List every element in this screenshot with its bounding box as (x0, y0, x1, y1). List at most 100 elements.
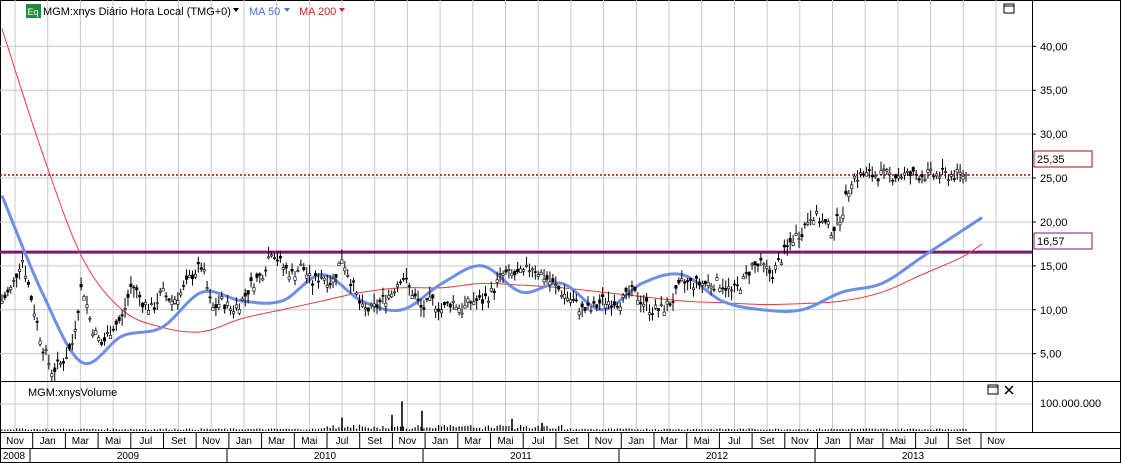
candle-body (103, 337, 107, 342)
ma50-dropdown-icon[interactable] (284, 8, 290, 12)
month-label: Set (956, 436, 971, 447)
candle-body (656, 307, 660, 312)
candle-body (692, 287, 696, 290)
maximize-icon[interactable] (1003, 3, 1015, 14)
candle-body (771, 277, 775, 279)
candle-body (929, 168, 933, 171)
candle-body (64, 357, 68, 359)
candle-body (873, 175, 877, 178)
candle-body (457, 308, 461, 313)
title-dropdown-icon[interactable] (233, 8, 239, 12)
candle-body (193, 274, 197, 278)
price-tick-label: 40,00 (1040, 41, 1068, 53)
candle-body (249, 277, 253, 282)
candle-body (129, 283, 133, 287)
candle-body (451, 301, 455, 303)
candle-body (161, 288, 165, 292)
ma50-legend[interactable]: MA 50 (249, 6, 280, 18)
candle-body (750, 263, 754, 266)
month-label: Jul (139, 436, 152, 447)
candle-body (486, 300, 490, 303)
candle-body (902, 172, 906, 176)
candle-body (829, 235, 833, 239)
ma200-dropdown-icon[interactable] (339, 8, 345, 12)
candle-body (897, 175, 901, 179)
candle-body (776, 258, 780, 260)
candle-body (703, 280, 707, 284)
month-label: Jan (432, 436, 448, 447)
candle-body (545, 275, 549, 280)
candle-body (50, 373, 54, 377)
candle-body (264, 269, 268, 272)
candle-body (132, 286, 136, 289)
candle-body (733, 283, 737, 286)
candle-body (407, 285, 411, 287)
candle-body (434, 308, 438, 313)
candle-body (378, 299, 382, 303)
candle-body (932, 175, 936, 178)
year-label: 2012 (706, 451, 729, 462)
volume-maximize-icon[interactable] (987, 384, 999, 395)
year-label: 2009 (117, 451, 140, 462)
candle-body (229, 308, 233, 311)
candle-body (648, 312, 652, 316)
candle-body (337, 262, 341, 266)
candle-body (668, 303, 672, 306)
candle-body (806, 222, 810, 225)
candle-body (958, 172, 962, 175)
candle-body (243, 292, 247, 297)
candle-body (524, 264, 528, 267)
candle-body (665, 301, 669, 305)
candle-body (589, 309, 593, 312)
candle-body (859, 172, 863, 175)
candle-body (533, 271, 537, 273)
candle-body (706, 281, 710, 286)
candle-body (196, 261, 200, 265)
candle-body (278, 255, 282, 259)
candle-body (475, 298, 479, 302)
candle-body (240, 298, 244, 301)
ma200-legend[interactable]: MA 200 (299, 6, 336, 18)
month-label: Jan (236, 436, 252, 447)
candle-body (900, 176, 904, 179)
candle-body (255, 273, 259, 278)
candle-body (604, 303, 608, 309)
month-label: Mai (105, 436, 121, 447)
candle-body (3, 294, 7, 299)
candle-body (844, 190, 848, 195)
candle-body (516, 268, 520, 273)
candle-body (539, 272, 543, 275)
candle-body (381, 295, 385, 297)
month-label: Jan (628, 436, 644, 447)
month-label: Mai (890, 436, 906, 447)
candle-body (730, 289, 734, 292)
candle-body (483, 293, 487, 297)
candle-body (659, 304, 663, 307)
candle-body (914, 173, 918, 176)
candle-body (372, 303, 376, 307)
candle-body (401, 278, 405, 280)
candle-body (26, 282, 30, 285)
chart-title[interactable]: MGM:xnys Diário Hora Local (TMG+0) (43, 6, 231, 18)
volume-panel-title: MGM:xnysVolume (28, 387, 117, 399)
candle-body (82, 296, 86, 301)
candle-body (144, 301, 148, 306)
volume-close-icon[interactable] (1004, 385, 1014, 395)
candle-body (501, 273, 505, 276)
volume-grid (0, 382, 1032, 432)
month-label: Mai (694, 436, 710, 447)
candle-body (176, 300, 180, 305)
candle-body (943, 171, 947, 173)
candle-body (847, 192, 851, 197)
month-label: Mar (464, 436, 482, 447)
candle-body (38, 340, 42, 345)
candle-body (841, 214, 845, 219)
candle-body (791, 242, 795, 246)
candle-body (422, 307, 426, 310)
candle-body (261, 278, 265, 281)
last-price-label: 25,35 (1037, 154, 1065, 166)
candle-body (949, 174, 953, 177)
volume-bars (1, 401, 967, 431)
month-label: Mar (857, 436, 875, 447)
candle-body (674, 284, 678, 289)
